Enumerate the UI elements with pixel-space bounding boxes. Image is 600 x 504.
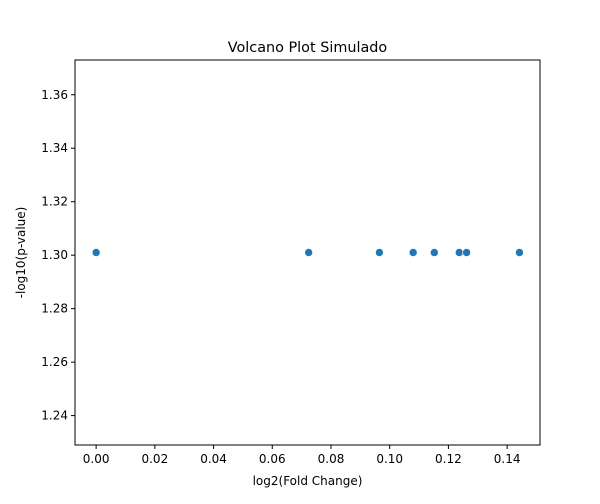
- y-tick-label: 1.32: [41, 195, 68, 209]
- y-tick-label: 1.28: [41, 302, 68, 316]
- data-point-1: [91, 248, 101, 257]
- y-tick-label: 1.26: [41, 355, 68, 369]
- data-point-2: [304, 248, 313, 257]
- data-point-8: [515, 248, 524, 257]
- y-tick-label: 1.36: [41, 88, 68, 102]
- data-points: [91, 248, 524, 257]
- y-tick-label: 1.34: [41, 141, 68, 155]
- y-tick-label: 1.24: [41, 409, 68, 423]
- y-tick-label: 1.30: [41, 248, 68, 262]
- y-axis-ticks: 1.24 1.26 1.28 1.30 1.32 1.34 1.36: [41, 88, 75, 423]
- chart-title: Volcano Plot Simulado: [228, 40, 388, 56]
- x-tick-label: 0.14: [494, 452, 521, 466]
- x-tick-label: 0.02: [141, 452, 168, 466]
- data-point-6: [454, 248, 464, 257]
- plot-area-frame: [74, 59, 541, 446]
- data-point-7: [462, 248, 471, 257]
- data-point-3: [375, 248, 384, 257]
- data-point-5: [430, 248, 439, 257]
- x-axis-label: log2(Fold Change): [253, 474, 363, 488]
- x-tick-label: 0.00: [83, 452, 110, 466]
- x-tick-label: 0.08: [318, 452, 345, 466]
- x-tick-label: 0.04: [200, 452, 227, 466]
- x-axis-ticks: 0.00 0.02 0.04 0.06 0.08 0.10 0.12 0.14: [83, 445, 521, 466]
- x-tick-label: 0.12: [435, 452, 462, 466]
- x-tick-label: 0.10: [376, 452, 403, 466]
- y-axis-label: -log10(p-value): [14, 207, 28, 299]
- data-point-4: [408, 248, 418, 257]
- x-tick-label: 0.06: [259, 452, 286, 466]
